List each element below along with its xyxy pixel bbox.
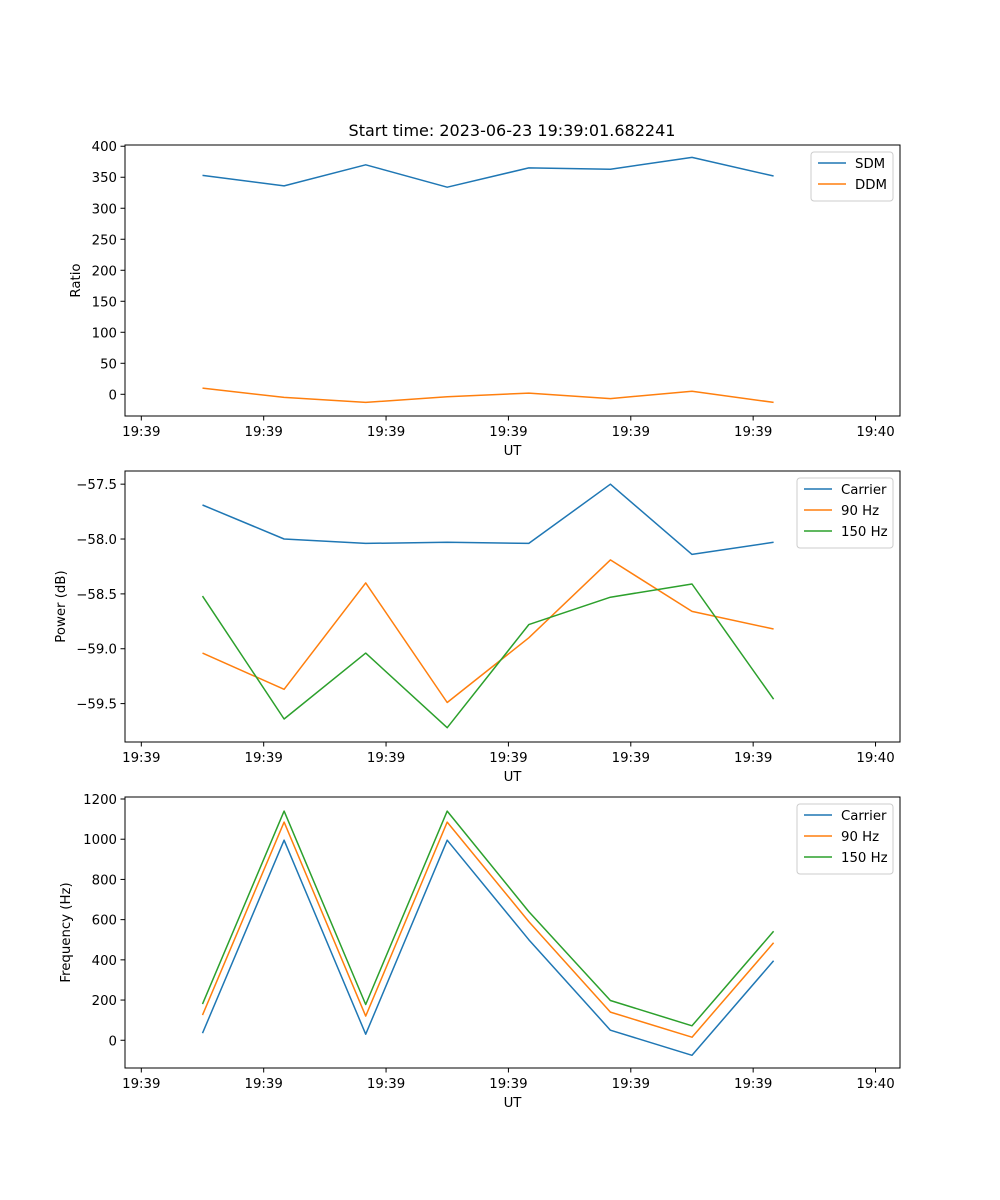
- figure-title: Start time: 2023-06-23 19:39:01.682241: [349, 121, 676, 140]
- x-axis-label: UT: [504, 444, 523, 459]
- y-tick-label: 100: [92, 326, 117, 341]
- series-line-90-hz: [202, 559, 774, 704]
- subplot-2: 19:39 19:39 19:39 19:39 19:39 19:39 19:40 −57.5…: [54, 470, 901, 785]
- x-tick-label: 19:40: [856, 425, 894, 440]
- y-tick-label: 1200: [83, 793, 117, 808]
- x-tick-label: 19:39: [367, 751, 405, 766]
- x-tick-label: 19:39: [245, 1077, 283, 1092]
- y-tick-label: 350: [92, 171, 117, 186]
- x-tick-label: 19:39: [122, 751, 160, 766]
- y-tick-label: 600: [92, 914, 117, 929]
- subplot-1: 19:39 19:39 19:39 19:39 19:39 19:39 19:40 400 35…: [69, 140, 901, 459]
- x-tick-label: 19:39: [612, 425, 650, 440]
- y-axis-label: Ratio: [69, 263, 84, 297]
- series-line-sdm: [202, 156, 774, 188]
- legend-entry: 150 Hz: [841, 525, 888, 540]
- x-tick-label: 19:39: [489, 751, 527, 766]
- x-tick-label: 19:39: [122, 425, 160, 440]
- y-tick-label: 50: [100, 357, 117, 372]
- series-line-carrier: [202, 483, 774, 556]
- legend-entry: Carrier: [841, 809, 887, 824]
- x-tick-label: 19:39: [734, 425, 772, 440]
- y-tick-label: −59.0: [76, 643, 117, 658]
- x-tick-label: 19:39: [734, 751, 772, 766]
- y-axis-label: Power (dB): [54, 570, 69, 642]
- series-line-carrier: [201, 839, 775, 1057]
- y-tick-label: 0: [109, 1034, 117, 1049]
- series-line-90-hz: [201, 821, 775, 1038]
- x-tick-label: 19:39: [245, 425, 283, 440]
- series-line-ddm: [202, 387, 774, 404]
- x-tick-label: 19:39: [122, 1077, 160, 1092]
- y-axis-label: Frequency (Hz): [59, 882, 74, 982]
- x-tick-label: 19:40: [856, 1077, 894, 1092]
- y-tick-label: −58.5: [76, 588, 117, 603]
- x-tick-label: 19:39: [245, 751, 283, 766]
- x-axis-label: UT: [504, 1096, 523, 1111]
- legend-entry: DDM: [855, 178, 887, 193]
- y-tick-label: 200: [92, 994, 117, 1009]
- subplots: 19:39 19:39 19:39 19:39 19:39 19:39 19:40 400 35…: [54, 140, 901, 1111]
- legend: SDM DDM: [810, 151, 894, 202]
- x-tick-label: 19:39: [489, 1077, 527, 1092]
- y-tick-label: 200: [92, 264, 117, 279]
- y-tick-label: −59.5: [76, 698, 117, 713]
- y-tick-label: −57.5: [76, 478, 117, 493]
- legend-entry: SDM: [855, 157, 885, 172]
- axes-frame: [124, 470, 901, 743]
- series-line-150-hz: [201, 810, 775, 1027]
- y-tick-label: 300: [92, 202, 117, 217]
- series-line-150-hz: [201, 583, 775, 729]
- x-tick-label: 19:39: [489, 425, 527, 440]
- y-tick-label: 400: [92, 954, 117, 969]
- y-tick-label: −58.0: [76, 533, 117, 548]
- y-tick-label: 150: [92, 295, 117, 310]
- legend: Carrier 90 Hz 150 Hz: [796, 803, 894, 875]
- axes-frame: [124, 144, 901, 417]
- legend-entry: Carrier: [841, 483, 887, 498]
- subplot-3: 19:39 19:39 19:39 19:39 19:39 19:39 19:40 1200 1…: [59, 793, 901, 1111]
- legend-box: [810, 151, 894, 202]
- x-tick-label: 19:39: [612, 1077, 650, 1092]
- x-tick-label: 19:39: [367, 1077, 405, 1092]
- y-tick-label: 0: [109, 388, 117, 403]
- legend-entry: 90 Hz: [841, 830, 879, 845]
- x-tick-label: 19:39: [734, 1077, 772, 1092]
- legend-entry: 90 Hz: [841, 504, 879, 519]
- x-axis-label: UT: [504, 770, 523, 785]
- x-tick-label: 19:39: [367, 425, 405, 440]
- x-tick-label: 19:39: [612, 751, 650, 766]
- y-tick-label: 400: [92, 140, 117, 155]
- y-tick-label: 1000: [83, 833, 117, 848]
- x-tick-label: 19:40: [856, 751, 894, 766]
- legend-entry: 150 Hz: [841, 851, 888, 866]
- y-tick-label: 800: [92, 873, 117, 888]
- axes-frame: [124, 796, 901, 1069]
- y-tick-label: 250: [92, 233, 117, 248]
- legend: Carrier 90 Hz 150 Hz: [796, 477, 894, 549]
